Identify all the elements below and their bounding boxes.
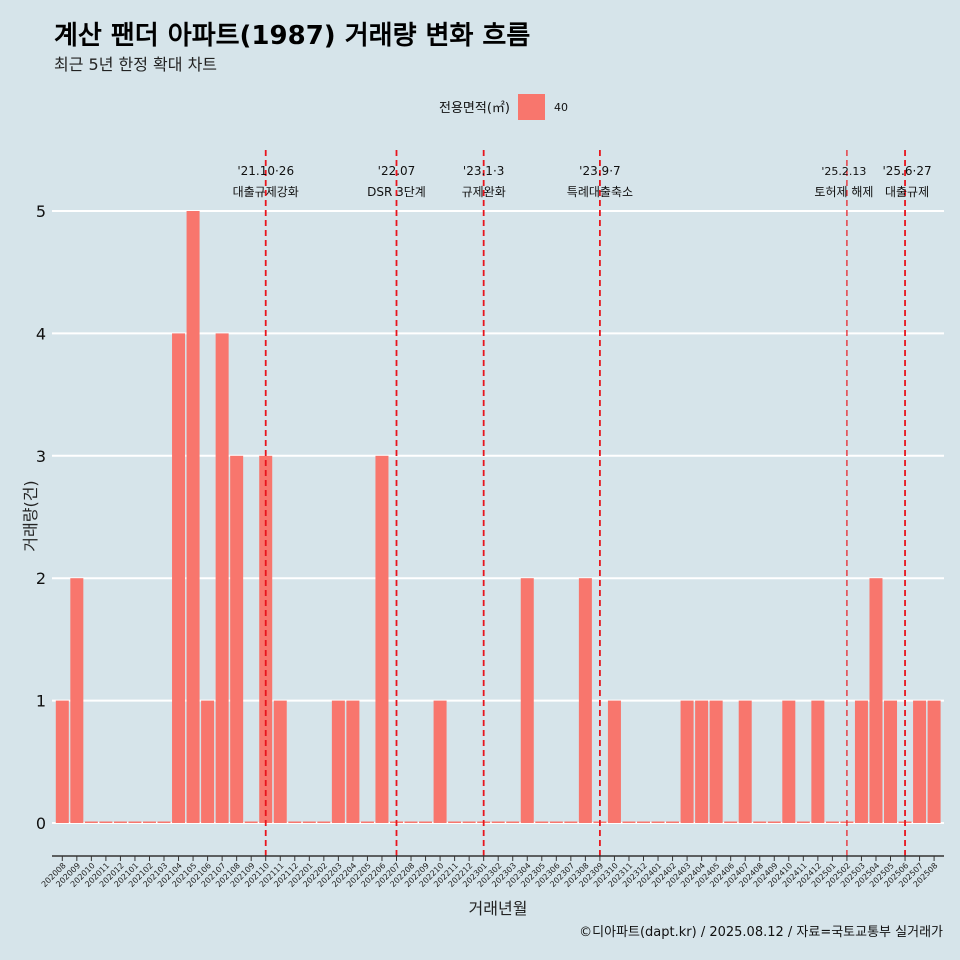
bar <box>172 333 186 823</box>
bar <box>506 821 520 823</box>
bar <box>404 821 418 823</box>
bar <box>825 821 839 823</box>
bar <box>55 700 69 823</box>
y-axis-ticks: 0 1 2 3 4 5 <box>36 202 46 833</box>
event-date-label: '25.2.13 <box>821 165 866 178</box>
event-label: 규제완화 <box>462 185 506 199</box>
x-axis-label: 거래년월 <box>469 899 528 918</box>
grid <box>52 210 944 824</box>
bar <box>244 821 258 823</box>
bar <box>419 821 433 823</box>
bar <box>230 455 244 823</box>
event-date-label: '25.6·27 <box>882 164 931 178</box>
event-label: DSR 3단계 <box>367 185 426 199</box>
bar <box>70 578 84 823</box>
x-axis: 2020082020092020102020112020122021012021… <box>40 855 944 889</box>
event-label: 대출규제 <box>885 185 929 199</box>
bar <box>201 700 215 823</box>
y-axis-label: 거래량(건) <box>21 480 40 551</box>
bar <box>811 700 825 823</box>
bar <box>637 821 650 823</box>
bars <box>55 211 941 823</box>
bar <box>695 700 709 823</box>
bar <box>884 700 898 823</box>
annotations: '21.10·26 대출규제강화 '22.07 DSR 3단계 '23.1·3 규제완화 '… <box>233 150 932 856</box>
event-date-label: '23.1·3 <box>463 164 504 178</box>
bar <box>273 700 287 823</box>
bar <box>913 700 927 823</box>
chart-caption: ©디아파트(dapt.kr) / 2025.08.12 / 자료=국토교통부 실… <box>579 925 943 940</box>
bar <box>680 700 694 823</box>
bar <box>84 821 98 823</box>
bar <box>346 700 360 823</box>
bar <box>302 821 316 823</box>
bar <box>375 455 389 823</box>
bar <box>767 821 781 823</box>
bar <box>259 455 273 823</box>
bar <box>869 578 883 823</box>
bar <box>99 821 113 823</box>
bar <box>462 821 476 823</box>
event-label: 대출규제강화 <box>233 185 299 199</box>
bar <box>317 821 331 823</box>
bar <box>491 821 505 823</box>
bar <box>709 700 723 823</box>
bar <box>331 700 345 823</box>
legend-title: 전용면적(㎡) <box>439 101 510 116</box>
bar <box>520 578 534 823</box>
bar <box>927 700 941 823</box>
bar <box>535 821 549 823</box>
bar <box>288 821 302 823</box>
bar <box>549 821 563 823</box>
y-tick-label: 3 <box>36 447 46 466</box>
bar <box>142 821 156 823</box>
bar <box>666 821 680 823</box>
bar <box>433 700 447 823</box>
legend-label: 40 <box>554 101 568 114</box>
legend-swatch <box>518 94 545 120</box>
y-tick-label: 5 <box>36 202 46 221</box>
bar <box>724 821 738 823</box>
bar <box>215 333 229 823</box>
legend: 전용면적(㎡) 40 <box>439 94 568 120</box>
bar <box>782 700 796 823</box>
event-date-label: '22.07 <box>378 164 416 178</box>
y-tick-label: 1 <box>36 692 46 711</box>
event-label: 특례대출축소 <box>567 185 633 199</box>
bar <box>564 821 578 823</box>
event-date-label: '23.9·7 <box>579 164 620 178</box>
bar <box>128 821 142 823</box>
bar <box>360 821 374 823</box>
y-tick-label: 4 <box>36 324 46 343</box>
bar <box>113 821 127 823</box>
bar <box>157 821 171 823</box>
bar <box>578 578 592 823</box>
y-tick-label: 0 <box>36 814 46 833</box>
y-tick-label: 2 <box>36 569 46 588</box>
bar <box>753 821 767 823</box>
event-date-label: '21.10·26 <box>237 164 294 178</box>
bar <box>622 821 636 823</box>
chart-subtitle: 최근 5년 한정 확대 차트 <box>54 55 217 74</box>
bar <box>854 700 868 823</box>
bar <box>796 821 810 823</box>
bar <box>607 700 621 823</box>
bar <box>738 700 752 823</box>
chart-title: 계산 팬더 아파트(1987) 거래량 변화 흐름 <box>54 21 530 51</box>
event-label: 토허제 해제 <box>814 185 873 199</box>
bar <box>448 821 462 823</box>
bar <box>651 821 665 823</box>
bar <box>186 211 200 823</box>
